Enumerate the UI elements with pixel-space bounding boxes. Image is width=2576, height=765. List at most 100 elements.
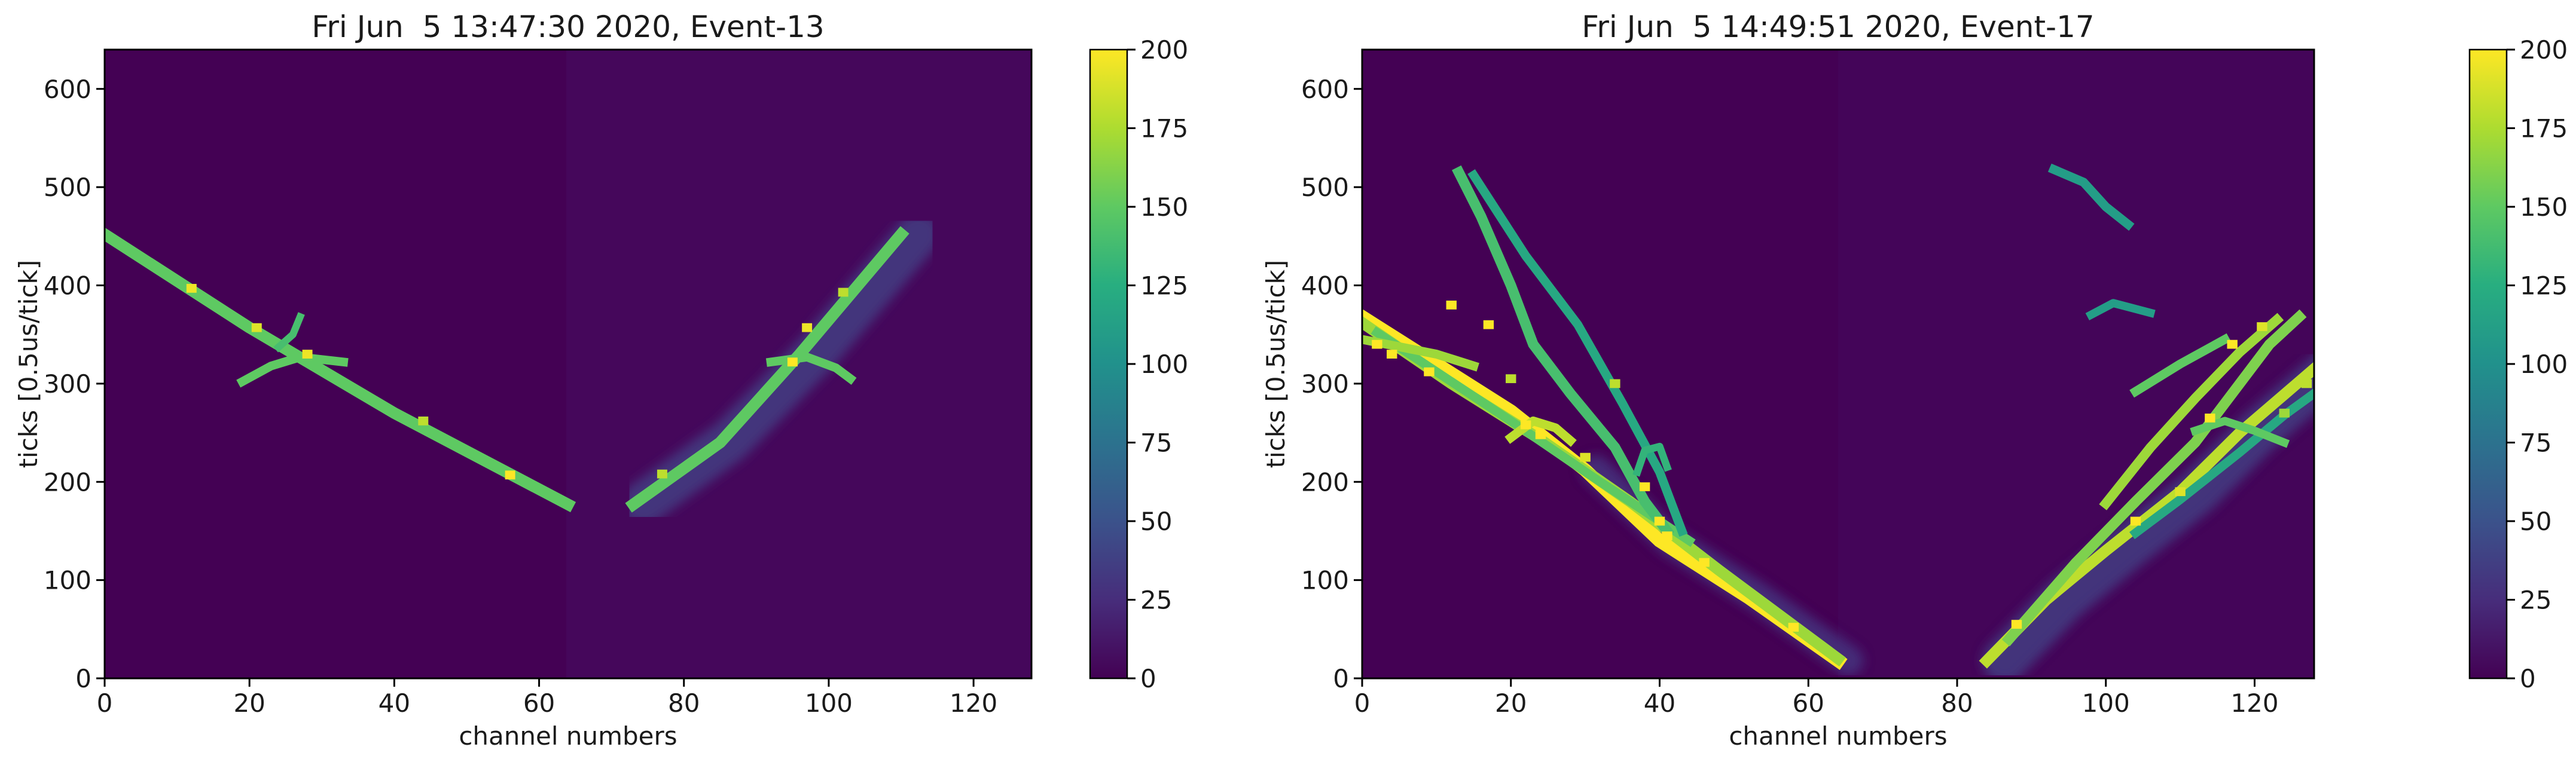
track-9 bbox=[2001, 309, 2307, 647]
y-tick-label: 200 bbox=[44, 467, 91, 497]
y-tick-label: 400 bbox=[1301, 271, 1349, 301]
y-tick-label: 500 bbox=[44, 173, 91, 202]
track-4 bbox=[1451, 165, 1675, 538]
hotspot-20 bbox=[2257, 322, 2267, 331]
track-5 bbox=[1467, 169, 1688, 537]
hotspot-0 bbox=[186, 284, 197, 293]
colorbar-ticks: 0 25 50 75 100 125 150 175 200 bbox=[2507, 35, 2568, 693]
x-axis-ticks: 0 20 40 60 80 100 120 bbox=[97, 678, 997, 718]
hotspot-5 bbox=[1506, 374, 1516, 384]
y-tick-label: 0 bbox=[1333, 664, 1349, 693]
y-tick-label: 100 bbox=[1301, 566, 1349, 595]
track-2 bbox=[1371, 326, 1696, 547]
colorbar-tick-label: 75 bbox=[1140, 429, 1172, 458]
heatmap-panel-event-17: Fri Jun 5 14:49:51 2020, Event-17 0 20 40 6… bbox=[1261, 10, 2568, 751]
x-tick-label: 120 bbox=[950, 688, 997, 718]
hotspot-12 bbox=[1662, 531, 1672, 541]
hotspot-11 bbox=[1654, 516, 1665, 526]
colorbar-tick-label: 50 bbox=[1140, 507, 1172, 536]
y-axis-label: ticks [0.5us/tick] bbox=[14, 260, 43, 469]
colorbar-tick-label: 0 bbox=[1140, 664, 1156, 693]
y-tick-label: 100 bbox=[44, 566, 91, 595]
x-axis-ticks: 0 20 40 60 80 100 120 bbox=[1354, 678, 2279, 718]
chart-title: Fri Jun 5 13:47:30 2020, Event-13 bbox=[312, 10, 824, 44]
hotspot-9 bbox=[1610, 379, 1620, 388]
colorbar-tick-label: 50 bbox=[2520, 507, 2551, 536]
track-10 bbox=[2099, 313, 2284, 510]
colorbar-tick-label: 200 bbox=[2520, 35, 2568, 65]
hotspot-layer bbox=[186, 284, 849, 480]
x-axis-label: channel numbers bbox=[1729, 721, 1947, 751]
hotspot-2 bbox=[1424, 367, 1434, 377]
hotspot-19 bbox=[2227, 339, 2238, 349]
y-axis-ticks: 0 100 200 300 400 500 600 bbox=[1301, 75, 1362, 693]
hotspot-18 bbox=[2205, 414, 2215, 423]
heatmap-panel-event-13: Fri Jun 5 13:47:30 2020, Event-13 0 20 40 6… bbox=[14, 10, 1188, 751]
colorbar bbox=[1089, 48, 1128, 680]
y-tick-label: 500 bbox=[1301, 173, 1349, 202]
x-tick-label: 0 bbox=[1354, 688, 1371, 718]
x-tick-label: 20 bbox=[1495, 688, 1527, 718]
colorbar-tick-label: 150 bbox=[2520, 192, 2568, 222]
x-tick-label: 100 bbox=[2082, 688, 2130, 718]
y-tick-label: 600 bbox=[1301, 75, 1349, 104]
hotspot-21 bbox=[2301, 379, 2312, 388]
y-tick-label: 400 bbox=[44, 271, 91, 301]
colorbar-tick-label: 25 bbox=[1140, 586, 1172, 615]
x-tick-label: 20 bbox=[233, 688, 265, 718]
colorbar-tick-label: 75 bbox=[2520, 429, 2551, 458]
x-axis-label: channel numbers bbox=[459, 721, 677, 751]
hotspot-13 bbox=[1699, 558, 1710, 567]
hotspot-10 bbox=[1639, 482, 1650, 491]
colorbar-tick-label: 125 bbox=[2520, 271, 2568, 301]
track-3 bbox=[273, 312, 305, 353]
y-tick-label: 300 bbox=[1301, 369, 1349, 399]
x-tick-label: 60 bbox=[1793, 688, 1824, 718]
hotspot-17 bbox=[2175, 487, 2186, 497]
hotspot-1 bbox=[251, 323, 262, 332]
track-1 bbox=[625, 226, 909, 513]
hotspot-3 bbox=[418, 416, 429, 426]
hotspot-3 bbox=[1446, 300, 1457, 310]
track-13 bbox=[2047, 163, 2135, 231]
track-layer bbox=[1362, 163, 2314, 671]
y-axis-ticks: 0 100 200 300 400 500 600 bbox=[44, 75, 105, 693]
hotspot-8 bbox=[1580, 452, 1591, 462]
chart-title: Fri Jun 5 14:49:51 2020, Event-17 bbox=[1582, 10, 2094, 44]
colorbar-tick-label: 25 bbox=[2520, 586, 2551, 615]
hotspot-6 bbox=[787, 357, 798, 367]
colorbar-tick-label: 100 bbox=[2520, 350, 2568, 379]
hotspot-layer bbox=[1372, 300, 2312, 632]
y-axis-label: ticks [0.5us/tick] bbox=[1261, 260, 1290, 469]
hotspot-0 bbox=[1372, 339, 1382, 349]
plot-frame bbox=[103, 48, 1033, 680]
track-12 bbox=[2129, 333, 2231, 398]
colorbar-tick-label: 200 bbox=[1140, 35, 1188, 65]
colorbar-ticks: 0 25 50 75 100 125 150 175 200 bbox=[1127, 35, 1188, 693]
y-tick-label: 300 bbox=[44, 369, 91, 399]
y-tick-label: 0 bbox=[75, 664, 91, 693]
colorbar-tick-label: 175 bbox=[1140, 114, 1188, 143]
colorbar-tick-label: 0 bbox=[2520, 664, 2536, 693]
hotspot-7 bbox=[1535, 430, 1546, 439]
track-2 bbox=[236, 353, 349, 388]
colorbar-tick-label: 100 bbox=[1140, 350, 1188, 379]
hotspot-22 bbox=[2279, 408, 2290, 418]
colorbar-tick-label: 175 bbox=[2520, 114, 2568, 143]
hotspot-8 bbox=[838, 287, 849, 297]
hotspot-6 bbox=[1520, 420, 1531, 430]
hotspot-4 bbox=[505, 470, 515, 480]
hotspot-14 bbox=[1788, 623, 1799, 632]
track-14 bbox=[2085, 299, 2156, 321]
plot-frame bbox=[1361, 48, 2315, 680]
x-tick-label: 80 bbox=[1941, 688, 1973, 718]
track-7 bbox=[1632, 442, 1672, 477]
colorbar-tick-label: 125 bbox=[1140, 271, 1188, 301]
x-tick-label: 120 bbox=[2230, 688, 2278, 718]
y-tick-label: 200 bbox=[1301, 467, 1349, 497]
hotspot-1 bbox=[1387, 350, 1397, 359]
hotspot-5 bbox=[657, 469, 667, 479]
colorbar-tick-label: 150 bbox=[1140, 192, 1188, 222]
